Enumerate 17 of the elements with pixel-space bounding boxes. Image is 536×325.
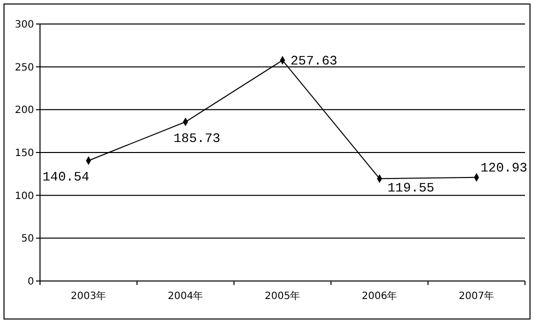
y-tick-label: 200 — [14, 105, 34, 116]
data-label: 119.55 — [388, 180, 434, 196]
data-label: 185.73 — [174, 130, 220, 146]
y-tick-label: 100 — [14, 190, 34, 202]
y-tick-label: 0 — [28, 276, 34, 288]
x-tick-label: 2005年 — [264, 290, 300, 302]
y-tick-label: 300 — [14, 20, 34, 30]
y-tick-label: 250 — [14, 62, 34, 74]
x-tick-label: 2003年 — [70, 290, 106, 302]
y-tick-label: 50 — [21, 234, 34, 245]
y-tick-label: 150 — [14, 148, 34, 159]
data-label: 120.93 — [480, 160, 528, 176]
x-tick-label: 2006年 — [362, 290, 398, 302]
x-tick-label: 2007年 — [458, 290, 494, 302]
x-tick-label: 2004年 — [168, 290, 204, 302]
data-label: 140.54 — [42, 170, 90, 185]
data-label: 257.63 — [290, 53, 338, 68]
